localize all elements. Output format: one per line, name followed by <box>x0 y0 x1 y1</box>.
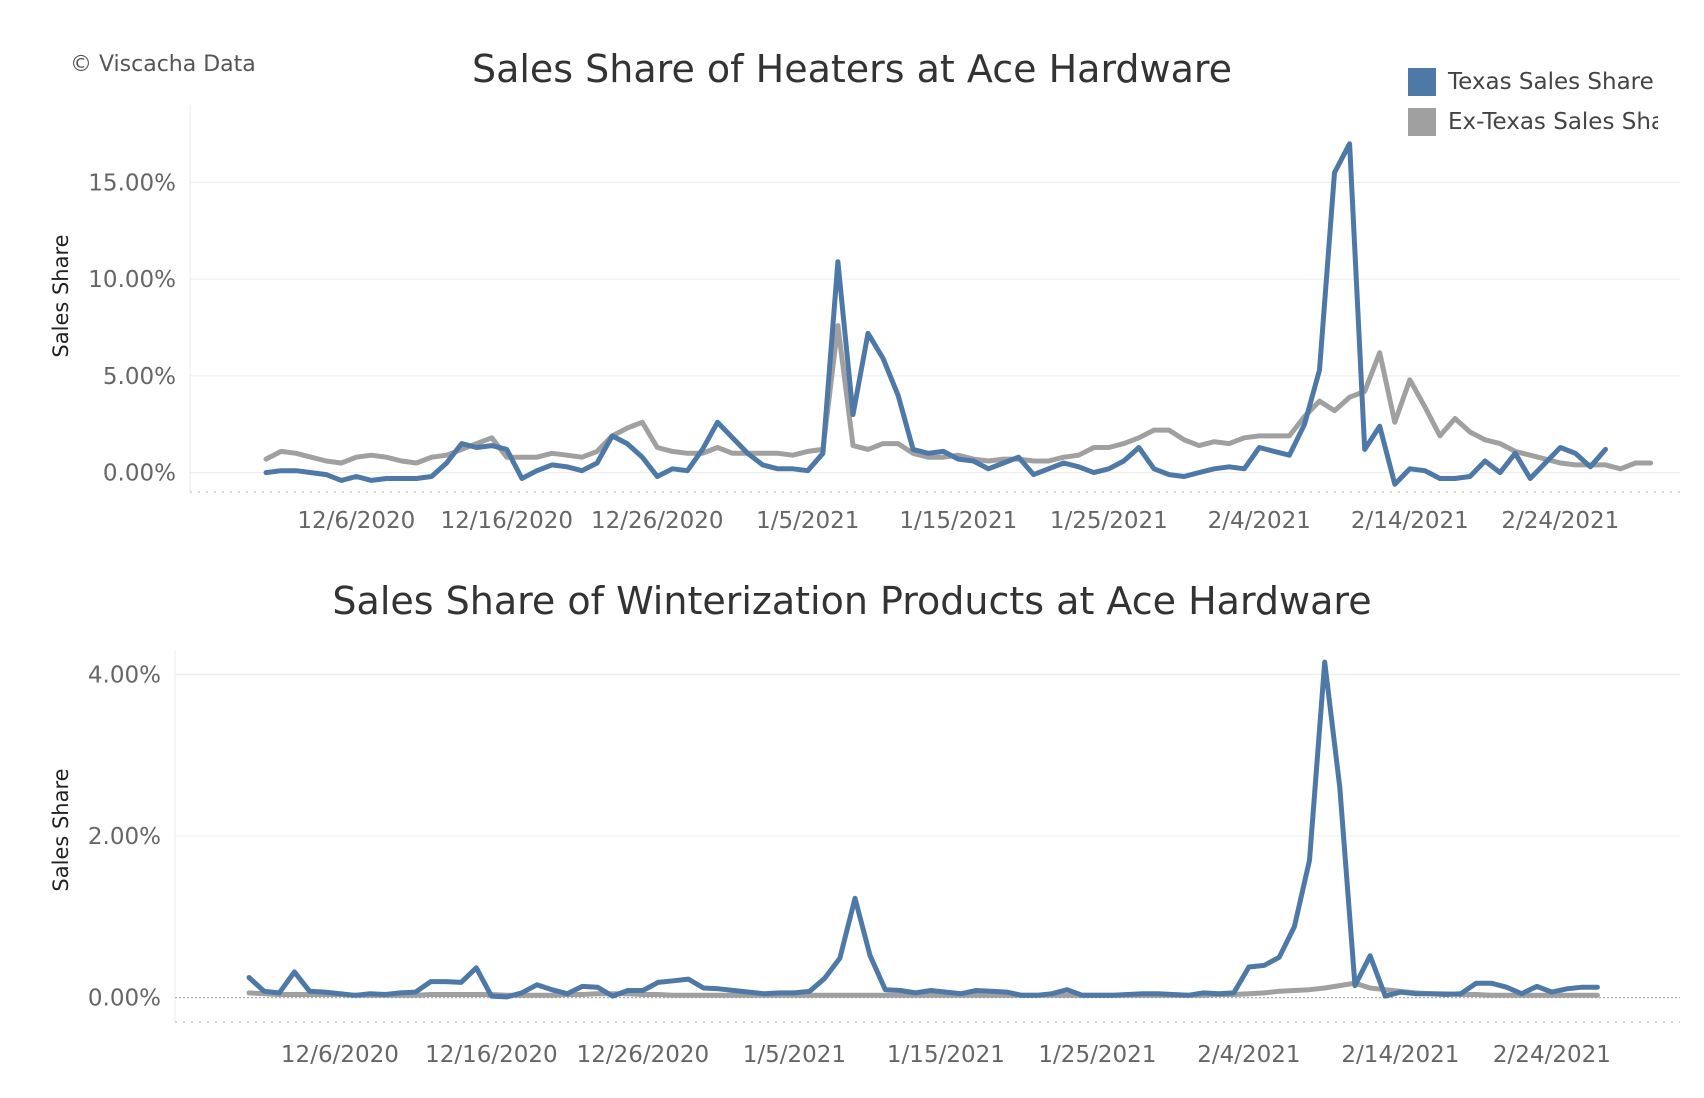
x-tick-label: 1/5/2021 <box>743 1042 846 1068</box>
legend-label-texas: Texas Sales Share <box>1448 69 1654 95</box>
y-tick-label: 0.00% <box>88 986 161 1012</box>
chart-1: Sales Share of Heaters at Ace Hardware Sa… <box>49 47 1680 534</box>
x-tick-label: 2/4/2021 <box>1208 508 1311 534</box>
legend-item-texas[interactable]: Texas Sales Share <box>1408 62 1658 102</box>
x-tick-label: 1/5/2021 <box>756 508 859 534</box>
y-tick-label: 5.00% <box>103 364 176 390</box>
x-tick-label: 2/24/2021 <box>1493 1042 1611 1068</box>
chart-title: Sales Share of Heaters at Ace Hardware <box>472 47 1232 91</box>
y-tick-label: 4.00% <box>88 662 161 688</box>
x-tick-label: 12/6/2020 <box>281 1042 399 1068</box>
y-tick-label: 10.00% <box>88 267 176 293</box>
x-tick-label: 2/4/2021 <box>1197 1042 1300 1068</box>
legend-item-ex-texas[interactable]: Ex-Texas Sales Share <box>1408 102 1658 142</box>
x-tick-label: 1/15/2021 <box>887 1042 1005 1068</box>
x-tick-label: 12/26/2020 <box>577 1042 710 1068</box>
chart-title: Sales Share of Winterization Products at… <box>332 579 1371 623</box>
copyright-text: © Viscacha Data <box>70 52 256 77</box>
series-line-ex-texas <box>246 980 1600 998</box>
y-axis-label: Sales Share <box>49 768 73 891</box>
y-tick-label: 15.00% <box>88 170 176 196</box>
series-line-ex-texas <box>263 323 1654 472</box>
y-tick-label: 2.00% <box>88 824 161 850</box>
x-tick-label: 2/24/2021 <box>1501 508 1619 534</box>
chart-2: Sales Share of Winterization Products at… <box>49 579 1680 1068</box>
series-line-texas <box>263 141 1608 487</box>
x-tick-label: 1/25/2021 <box>1050 508 1168 534</box>
x-tick-label: 12/26/2020 <box>591 508 724 534</box>
series-line-texas <box>246 659 1600 1000</box>
y-tick-label: 0.00% <box>103 461 176 487</box>
x-tick-label: 1/25/2021 <box>1038 1042 1156 1068</box>
legend-swatch-texas <box>1408 68 1436 96</box>
x-tick-label: 12/6/2020 <box>297 508 415 534</box>
x-tick-label: 12/16/2020 <box>441 508 574 534</box>
x-tick-label: 2/14/2021 <box>1341 1042 1459 1068</box>
x-tick-label: 12/16/2020 <box>425 1042 558 1068</box>
y-axis-label: Sales Share <box>49 234 73 357</box>
legend-swatch-ex-texas <box>1408 108 1436 136</box>
legend-label-ex-texas: Ex-Texas Sales Share <box>1448 109 1658 135</box>
legend: Texas Sales Share Ex-Texas Sales Share <box>1408 62 1658 142</box>
x-tick-label: 1/15/2021 <box>899 508 1017 534</box>
x-tick-label: 2/14/2021 <box>1351 508 1469 534</box>
